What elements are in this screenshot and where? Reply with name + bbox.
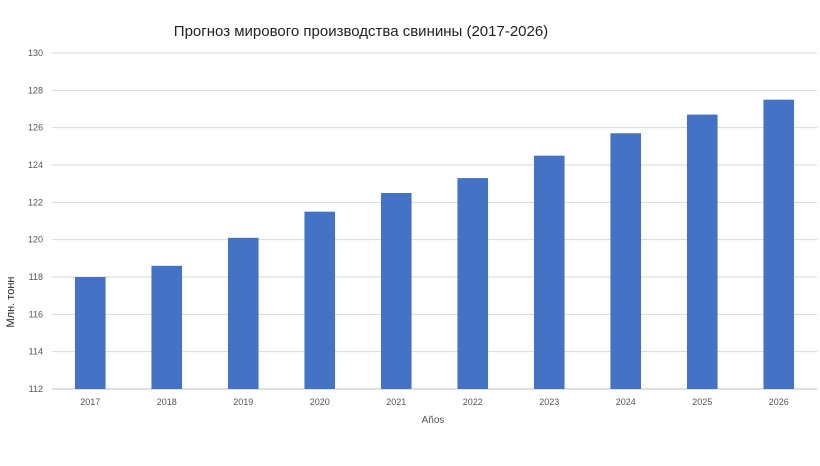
y-tick-label: 130 [28,48,43,58]
x-tick-label: 2022 [463,397,483,407]
bar [686,114,718,389]
y-tick-label: 126 [28,123,43,133]
bar [610,133,642,389]
y-axis-title: Млн. тонн [5,277,17,328]
bar [380,193,412,389]
bar [304,211,336,389]
bar [74,277,106,389]
chart-title: Прогноз мирового производства свинины (2… [174,23,548,40]
y-tick-label: 114 [29,347,43,357]
x-tick-label: 2025 [692,397,712,407]
y-tick-label: 122 [28,197,43,207]
x-tick-label: 2018 [157,397,177,407]
bar [151,265,183,389]
x-tick-label: 2020 [310,397,330,407]
bar [227,237,259,389]
bar [533,155,565,389]
y-tick-label: 118 [29,272,43,282]
x-tick-label: 2026 [769,397,789,407]
bar [763,99,795,390]
y-tick-label: 124 [28,160,43,170]
bar [457,178,489,389]
y-tick-label: 120 [28,235,43,245]
x-axis-title: Años [422,415,445,426]
x-tick-label: 2021 [386,397,406,407]
x-tick-label: 2019 [233,397,253,407]
y-tick-label: 116 [29,309,43,319]
x-tick-label: 2023 [539,397,559,407]
y-tick-label: 128 [28,85,43,95]
bars [74,99,795,390]
y-tick-label: 112 [29,384,43,394]
y-tick-labels: 112 114 116 118 120 122 124 126 128 130 [28,48,43,394]
x-tick-labels: 2017 2018 2019 2020 2021 2022 2023 2024 2025 2026 [80,397,789,407]
x-tick-label: 2017 [80,397,100,407]
x-tick-label: 2024 [616,397,636,407]
